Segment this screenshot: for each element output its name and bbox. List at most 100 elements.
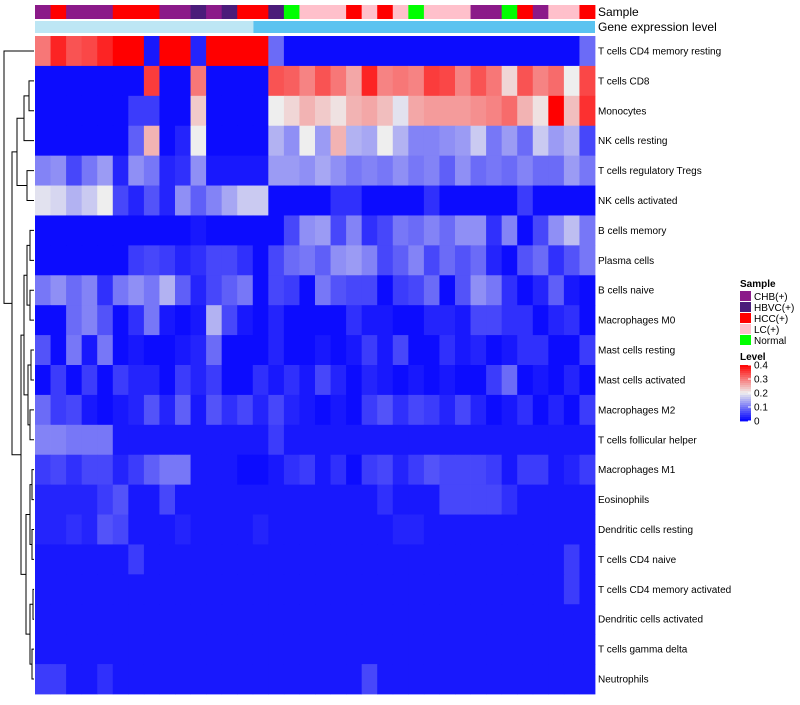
- heatmap-cell: [439, 394, 456, 426]
- heatmap-cell: [563, 95, 580, 127]
- heatmap-cell: [392, 155, 409, 186]
- heatmap-cell: [35, 36, 51, 67]
- heatmap-cell: [299, 245, 316, 276]
- heatmap-cell: [268, 424, 285, 456]
- heatmap-cell: [190, 36, 207, 67]
- heatmap-cell: [330, 95, 347, 127]
- heatmap-cell: [439, 275, 456, 306]
- heatmap-cell: [563, 65, 580, 97]
- heatmap-cell: [392, 604, 409, 635]
- heatmap-cell: [97, 604, 114, 635]
- heatmap-cell: [501, 484, 518, 515]
- heatmap-cell: [143, 454, 160, 486]
- heatmap-cell: [501, 215, 518, 246]
- heatmap-cell: [299, 394, 316, 426]
- heatmap-cell: [35, 544, 51, 575]
- heatmap-cell: [190, 424, 207, 456]
- heatmap-cell: [237, 36, 254, 67]
- heatmap-cell: [470, 664, 487, 695]
- heatmap-cell: [377, 664, 394, 695]
- heatmap-cell: [315, 275, 331, 306]
- heatmap-cell: [408, 36, 425, 67]
- heatmap-cell: [346, 125, 363, 157]
- heatmap-cell: [66, 305, 83, 336]
- heatmap-cell: [97, 275, 114, 306]
- heatmap-cell: [159, 574, 176, 605]
- heatmap-cell: [190, 634, 207, 665]
- heatmap-cell: [206, 424, 223, 456]
- level-tick-label: 0.4: [754, 361, 768, 372]
- dendrogram-branch: [32, 588, 34, 620]
- heatmap-cell: [237, 574, 254, 605]
- heatmap-cell: [50, 365, 67, 396]
- heatmap-cell: [486, 664, 503, 695]
- heatmap-cell: [50, 484, 67, 515]
- row-label: T cells CD8: [598, 76, 650, 87]
- heatmap-cell: [408, 574, 425, 605]
- heatmap-cell: [361, 664, 378, 695]
- heatmap-cell: [548, 155, 565, 186]
- heatmap-cell: [252, 36, 269, 67]
- sample-annotation-cell: [143, 5, 160, 19]
- heatmap-cell: [35, 514, 51, 545]
- heatmap-cell: [81, 215, 98, 246]
- heatmap-cell: [501, 245, 518, 276]
- sample-annotation-cell: [128, 5, 145, 19]
- heatmap-cell: [330, 305, 347, 336]
- heatmap-cell: [548, 394, 565, 426]
- heatmap-cell: [81, 424, 98, 456]
- heatmap-cell: [439, 514, 456, 545]
- heatmap-cell: [423, 185, 440, 216]
- heatmap-cell: [50, 634, 67, 665]
- heatmap-cell: [532, 275, 549, 306]
- heatmap-cell: [423, 604, 440, 635]
- heatmap-cell: [408, 215, 425, 246]
- heatmap-cell: [455, 484, 471, 515]
- heatmap-cell: [377, 95, 394, 127]
- heatmap-cell: [299, 544, 316, 575]
- row-label: Dendritic cells activated: [598, 615, 703, 626]
- row-label: Dendritic cells resting: [598, 525, 693, 536]
- heatmap-cell: [392, 245, 409, 276]
- heatmap-cell: [377, 484, 394, 515]
- heatmap-cell: [408, 604, 425, 635]
- heatmap-cell: [143, 365, 160, 396]
- level-gradient-step: [740, 395, 751, 398]
- heatmap-cell: [175, 215, 191, 246]
- heatmap-cell: [517, 394, 534, 426]
- heatmap-cell: [470, 604, 487, 635]
- heatmap-cell: [330, 424, 347, 456]
- sample-legend-swatch: [740, 291, 751, 301]
- heatmap-cell: [346, 574, 363, 605]
- row-label: Neutrophils: [598, 675, 649, 686]
- heatmap-cell: [128, 155, 145, 186]
- heatmap-cell: [237, 95, 254, 127]
- heatmap-cell: [563, 335, 580, 366]
- heatmap-cell: [221, 245, 238, 276]
- sample-annotation-cell: [548, 5, 565, 19]
- heatmap-cell: [35, 155, 51, 186]
- heatmap-cell: [252, 454, 269, 486]
- heatmap-cell: [315, 65, 331, 97]
- heatmap-cell: [97, 125, 114, 157]
- heatmap-cell: [50, 305, 67, 336]
- heatmap-cell: [315, 215, 331, 246]
- heatmap-cell: [330, 634, 347, 665]
- heatmap-cell: [175, 95, 191, 127]
- heatmap-cell: [346, 454, 363, 486]
- heatmap-cell: [237, 394, 254, 426]
- heatmap-cell: [50, 454, 67, 486]
- heatmap-cell: [455, 544, 471, 575]
- heatmap-cell: [548, 604, 565, 635]
- heatmap-cell: [517, 275, 534, 306]
- heatmap-cell: [408, 424, 425, 456]
- heatmap-cell: [408, 95, 425, 127]
- heatmap-cell: [517, 305, 534, 336]
- heatmap-cell: [315, 394, 331, 426]
- heatmap-cell: [159, 275, 176, 306]
- heatmap-cell: [455, 65, 471, 97]
- heatmap-cell: [423, 574, 440, 605]
- heatmap-cell: [579, 574, 596, 605]
- heatmap-cell: [408, 634, 425, 665]
- heatmap-cell: [128, 604, 145, 635]
